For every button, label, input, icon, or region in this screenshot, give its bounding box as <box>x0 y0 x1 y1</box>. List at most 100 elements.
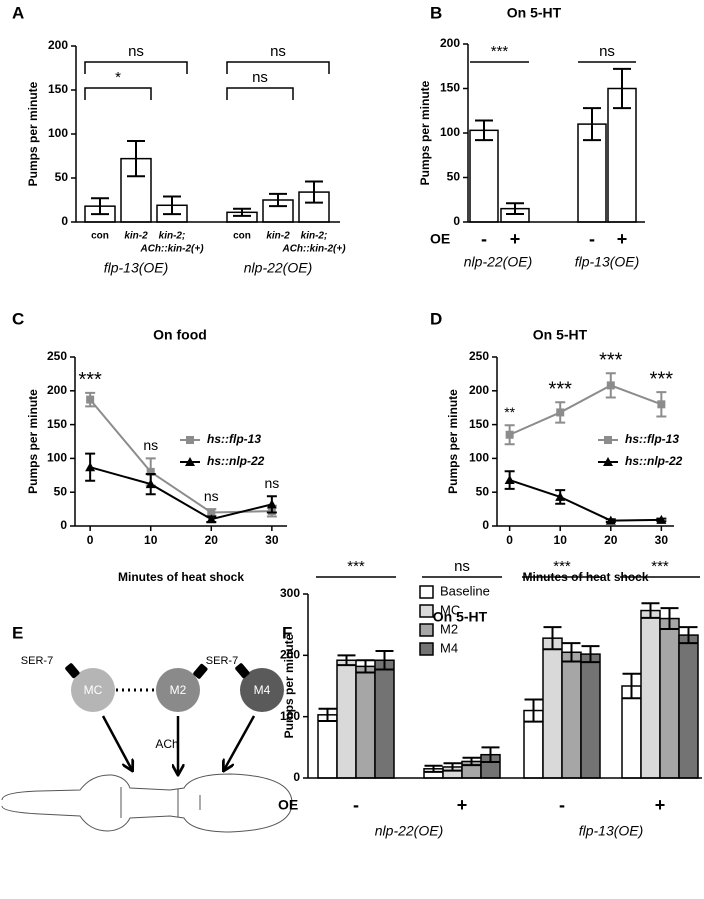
annotation: ** <box>504 404 515 420</box>
x-tick-label: - <box>559 795 565 815</box>
y-tick-label: 50 <box>55 170 69 184</box>
y-tick-label: 250 <box>47 349 67 363</box>
receptor <box>235 663 250 679</box>
legend-marker <box>603 457 613 466</box>
legend-label: hs::nlp-22 <box>625 454 683 468</box>
y-tick-label: 200 <box>469 383 489 397</box>
legend-swatch <box>419 642 434 656</box>
transmitter-label: ACh <box>155 737 178 751</box>
data-line <box>509 479 662 522</box>
error-bar <box>375 650 394 671</box>
chart-title: On 5-HT <box>433 609 488 625</box>
y-tick-label: 100 <box>47 451 67 465</box>
y-axis-label: Pumps per minute <box>446 389 460 494</box>
receptor <box>193 663 208 679</box>
data-point <box>606 381 615 390</box>
error-bar <box>305 180 323 204</box>
error-bar <box>562 642 581 663</box>
x-tick-label: 10 <box>144 533 158 547</box>
y-tick-label: 250 <box>469 349 489 363</box>
x-axis-label: OE <box>278 797 298 813</box>
pharynx-outline <box>1 773 293 833</box>
x-tick-label: 20 <box>205 533 219 547</box>
bar <box>659 617 680 779</box>
legend-swatch <box>419 585 434 599</box>
y-tick-label: 0 <box>293 770 300 784</box>
neuron <box>156 668 200 712</box>
x-axis-label: OE <box>430 231 450 247</box>
annotation: ns <box>599 43 615 60</box>
annotation: ns <box>128 43 144 60</box>
bar <box>640 609 661 779</box>
bar <box>374 659 395 779</box>
error-bar <box>543 626 562 651</box>
x-tick-label: 30 <box>265 533 279 547</box>
x-tick-label: 0 <box>506 533 513 547</box>
y-tick-label: 200 <box>47 383 67 397</box>
y-axis-label: Pumps per minute <box>418 80 432 185</box>
x-tick-label: kin-2 <box>124 231 148 242</box>
bar <box>317 714 338 779</box>
annotation-bracket <box>226 87 294 100</box>
annotation-bracket <box>84 61 188 74</box>
annotation: *** <box>78 369 102 391</box>
annotation: ns <box>264 475 279 491</box>
y-tick-label: 0 <box>482 518 489 532</box>
panel-label: F <box>282 623 292 642</box>
error-bar <box>613 67 631 110</box>
neuron-label: M4 <box>254 683 271 697</box>
panel-label: A <box>12 3 24 22</box>
bar <box>607 87 637 223</box>
y-tick-label: 100 <box>440 125 460 139</box>
y-tick-label: 150 <box>469 417 489 431</box>
y-tick-label: 0 <box>61 214 68 228</box>
annotation: *** <box>491 43 509 60</box>
x-tick-label: kin-2 <box>266 231 290 242</box>
panel-label: D <box>430 309 442 328</box>
x-tick-label: 10 <box>554 533 568 547</box>
error-bar <box>443 762 462 772</box>
legend-marker <box>185 457 195 466</box>
error-bar <box>475 119 493 142</box>
error-bar <box>462 756 481 767</box>
arrow <box>224 715 256 770</box>
group-label: flp-13(OE) <box>104 260 169 276</box>
error-bar <box>679 626 698 645</box>
data-point <box>146 467 155 476</box>
y-tick-label: 0 <box>453 214 460 228</box>
x-tick-label: con <box>233 231 251 242</box>
x-axis-label: Minutes of heat shock <box>118 570 244 584</box>
error-bar <box>506 202 524 215</box>
neuron-label: M2 <box>170 683 187 697</box>
data-point <box>657 400 666 409</box>
annotation: ns <box>270 43 286 60</box>
group-label: flp-13(OE) <box>575 254 640 270</box>
annotation: ns <box>204 488 219 504</box>
data-line <box>509 384 662 436</box>
receptor-label: SER-7 <box>21 655 53 667</box>
neuron-diagram: SER-7 SER-7 MC M2 M4 ACh <box>1 655 293 833</box>
y-tick-label: 0 <box>60 518 67 532</box>
data-point <box>145 479 156 489</box>
legend-label: M2 <box>440 621 458 636</box>
x-tick-label: kin-2; <box>159 231 186 242</box>
chart-title: On 5-HT <box>507 5 562 21</box>
y-tick-label: 100 <box>469 451 489 465</box>
data-point <box>206 514 217 524</box>
error-bar <box>356 659 375 674</box>
legend-marker <box>186 436 194 444</box>
legend-label: hs::flp-13 <box>207 432 261 446</box>
arrow <box>101 715 132 770</box>
legend-swatch <box>419 623 434 637</box>
group-label: nlp-22(OE) <box>244 260 312 276</box>
bar <box>621 685 642 779</box>
data-point <box>207 508 216 517</box>
error-bar <box>163 195 181 216</box>
error-bar <box>481 746 500 764</box>
annotation: ns <box>143 437 158 453</box>
annotation: *** <box>599 350 623 372</box>
data-line <box>89 466 273 521</box>
chart-title: On food <box>153 327 207 343</box>
y-axis-label: Pumps per minute <box>26 81 40 186</box>
annotation: * <box>115 69 121 86</box>
